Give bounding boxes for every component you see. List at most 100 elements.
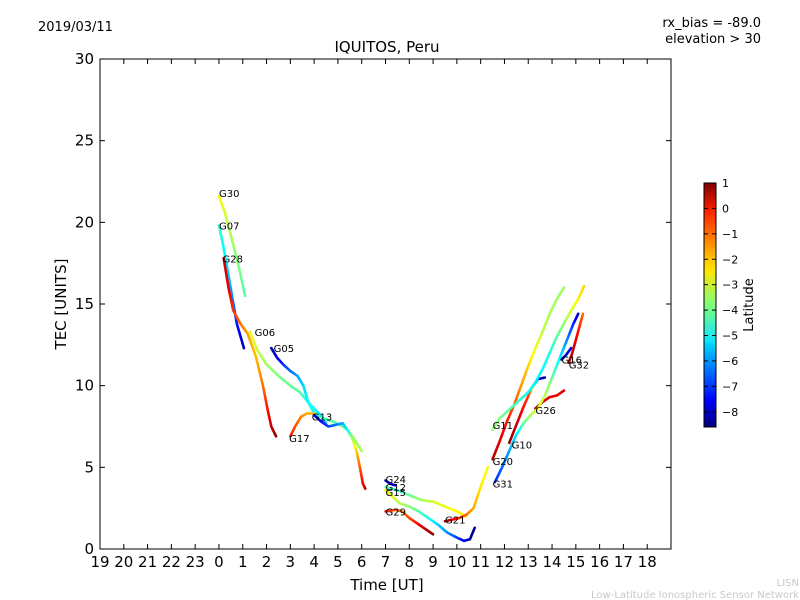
series-g30 bbox=[217, 194, 247, 298]
x-axis: 19 20 21 22 23 0 1 2 3 4 5 6 7 8 9 10 11 12 13 14 15 16 17 18 bbox=[90, 59, 657, 571]
series-g13 bbox=[312, 413, 367, 490]
series-g28 bbox=[222, 256, 278, 438]
satellite-label-g28: G28 bbox=[223, 254, 243, 265]
series-g24 bbox=[384, 479, 397, 487]
colorbar-tick-label: −3 bbox=[722, 279, 738, 292]
x-tick-label: 7 bbox=[381, 553, 391, 571]
satellite-label-g11: G11 bbox=[493, 421, 513, 432]
satellite-label-g20: G20 bbox=[493, 457, 513, 468]
tec-point bbox=[363, 487, 367, 490]
colorbar-label: Latitude bbox=[742, 278, 757, 332]
x-tick-label: 3 bbox=[286, 553, 296, 571]
satellite-label-g10: G10 bbox=[512, 440, 532, 451]
x-tick-label: 2 bbox=[262, 553, 272, 571]
colorbar-tick-label: −5 bbox=[722, 330, 738, 343]
satellite-label-g13: G13 bbox=[312, 413, 332, 424]
satellite-label-g17: G17 bbox=[289, 434, 309, 445]
tec-point bbox=[486, 466, 490, 469]
tec-point bbox=[562, 389, 566, 392]
tec-point bbox=[543, 376, 547, 379]
x-tick-label: 11 bbox=[471, 553, 490, 571]
x-tick-label: 19 bbox=[90, 553, 109, 571]
colorbar-tick-label: −6 bbox=[722, 355, 738, 368]
y-tick-label: 30 bbox=[75, 50, 94, 68]
colorbar-tick-label: −2 bbox=[722, 253, 738, 266]
satellite-label-g26: G26 bbox=[535, 406, 555, 417]
series-g11 bbox=[491, 284, 586, 432]
data-marks bbox=[217, 194, 586, 543]
x-tick-label: 1 bbox=[238, 553, 248, 571]
colorbar bbox=[703, 182, 717, 428]
satellite-label-g16: G16 bbox=[562, 356, 582, 367]
satellite-label-g30: G30 bbox=[219, 189, 239, 200]
series-g05 bbox=[270, 346, 364, 453]
series-g20 bbox=[491, 286, 566, 461]
x-tick-label: 13 bbox=[519, 553, 538, 571]
y-tick-label: 5 bbox=[84, 458, 94, 476]
colorbar-tick-label: −1 bbox=[722, 228, 738, 241]
y-tick-label: 15 bbox=[75, 295, 94, 313]
series-g16 bbox=[560, 346, 573, 361]
x-tick-label: 10 bbox=[447, 553, 466, 571]
series-g15 bbox=[384, 488, 477, 543]
series-g29 bbox=[384, 508, 435, 536]
footer-org: LISN bbox=[777, 578, 799, 589]
satellite-label-g06: G06 bbox=[255, 328, 275, 339]
y-axis-label: TEC [UNITS] bbox=[52, 259, 70, 351]
elevation-label: elevation > 30 bbox=[665, 32, 761, 47]
tec-point bbox=[473, 526, 477, 530]
x-tick-label: 6 bbox=[357, 553, 367, 571]
satellite-label-g31: G31 bbox=[493, 480, 513, 491]
x-tick-label: 0 bbox=[214, 553, 224, 571]
colorbar-tick-label: 1 bbox=[722, 177, 729, 190]
colorbar-tick-label: −4 bbox=[722, 304, 738, 317]
x-tick-label: 17 bbox=[614, 553, 633, 571]
y-tick-label: 10 bbox=[75, 377, 94, 395]
tec-point bbox=[569, 346, 573, 350]
rx-bias-label: rx_bias = -89.0 bbox=[662, 16, 761, 31]
x-tick-label: 16 bbox=[590, 553, 609, 571]
series-g21 bbox=[443, 466, 490, 523]
tec-point bbox=[582, 284, 586, 288]
satellite-label-g07: G07 bbox=[219, 222, 239, 233]
satellite-label-g29: G29 bbox=[386, 507, 406, 518]
satellite-label-g15: G15 bbox=[386, 488, 406, 499]
x-tick-label: 5 bbox=[333, 553, 343, 571]
satellite-label-g21: G21 bbox=[445, 516, 465, 527]
tec-point bbox=[431, 533, 435, 536]
satellite-label-g12: G12 bbox=[386, 483, 406, 494]
tec-point bbox=[242, 346, 246, 350]
chart-title: IQUITOS, Peru bbox=[334, 38, 439, 56]
satellite-label-g32: G32 bbox=[569, 360, 589, 371]
series-g32 bbox=[567, 312, 585, 365]
colorbar-tick-label: 0 bbox=[722, 202, 729, 215]
series-g06 bbox=[248, 330, 328, 425]
tec-point bbox=[274, 435, 278, 438]
x-axis-label: Time [UT] bbox=[349, 576, 423, 594]
y-tick-label: 25 bbox=[75, 132, 94, 150]
x-tick-label: 15 bbox=[566, 553, 585, 571]
tec-point bbox=[562, 286, 566, 289]
footer-org-full: Low-Latitude Ionospheric Sensor Network bbox=[591, 590, 799, 600]
y-tick-label: 0 bbox=[84, 540, 94, 558]
satellite-label-g24: G24 bbox=[386, 475, 406, 486]
x-tick-label: 22 bbox=[162, 553, 181, 571]
date-label: 2019/03/11 bbox=[38, 20, 113, 35]
x-tick-label: 12 bbox=[495, 553, 514, 571]
series-g31 bbox=[493, 312, 580, 484]
tec-point bbox=[393, 484, 397, 487]
colorbar-ticks: 1 0 −1 −2 −3 −4 −5 −6 −7 −8 bbox=[704, 177, 738, 419]
x-tick-label: 18 bbox=[638, 553, 657, 571]
x-tick-label: 20 bbox=[114, 553, 133, 571]
x-tick-label: 4 bbox=[309, 553, 319, 571]
satellite-label-g05: G05 bbox=[274, 344, 294, 355]
x-tick-label: 23 bbox=[186, 553, 205, 571]
x-tick-label: 8 bbox=[405, 553, 415, 571]
colorbar-tick-label: −8 bbox=[722, 406, 738, 419]
y-axis: 0 5 10 15 20 25 30 bbox=[75, 50, 671, 558]
y-tick-label: 20 bbox=[75, 213, 94, 231]
tec-point bbox=[581, 312, 585, 316]
x-tick-label: 21 bbox=[138, 553, 157, 571]
